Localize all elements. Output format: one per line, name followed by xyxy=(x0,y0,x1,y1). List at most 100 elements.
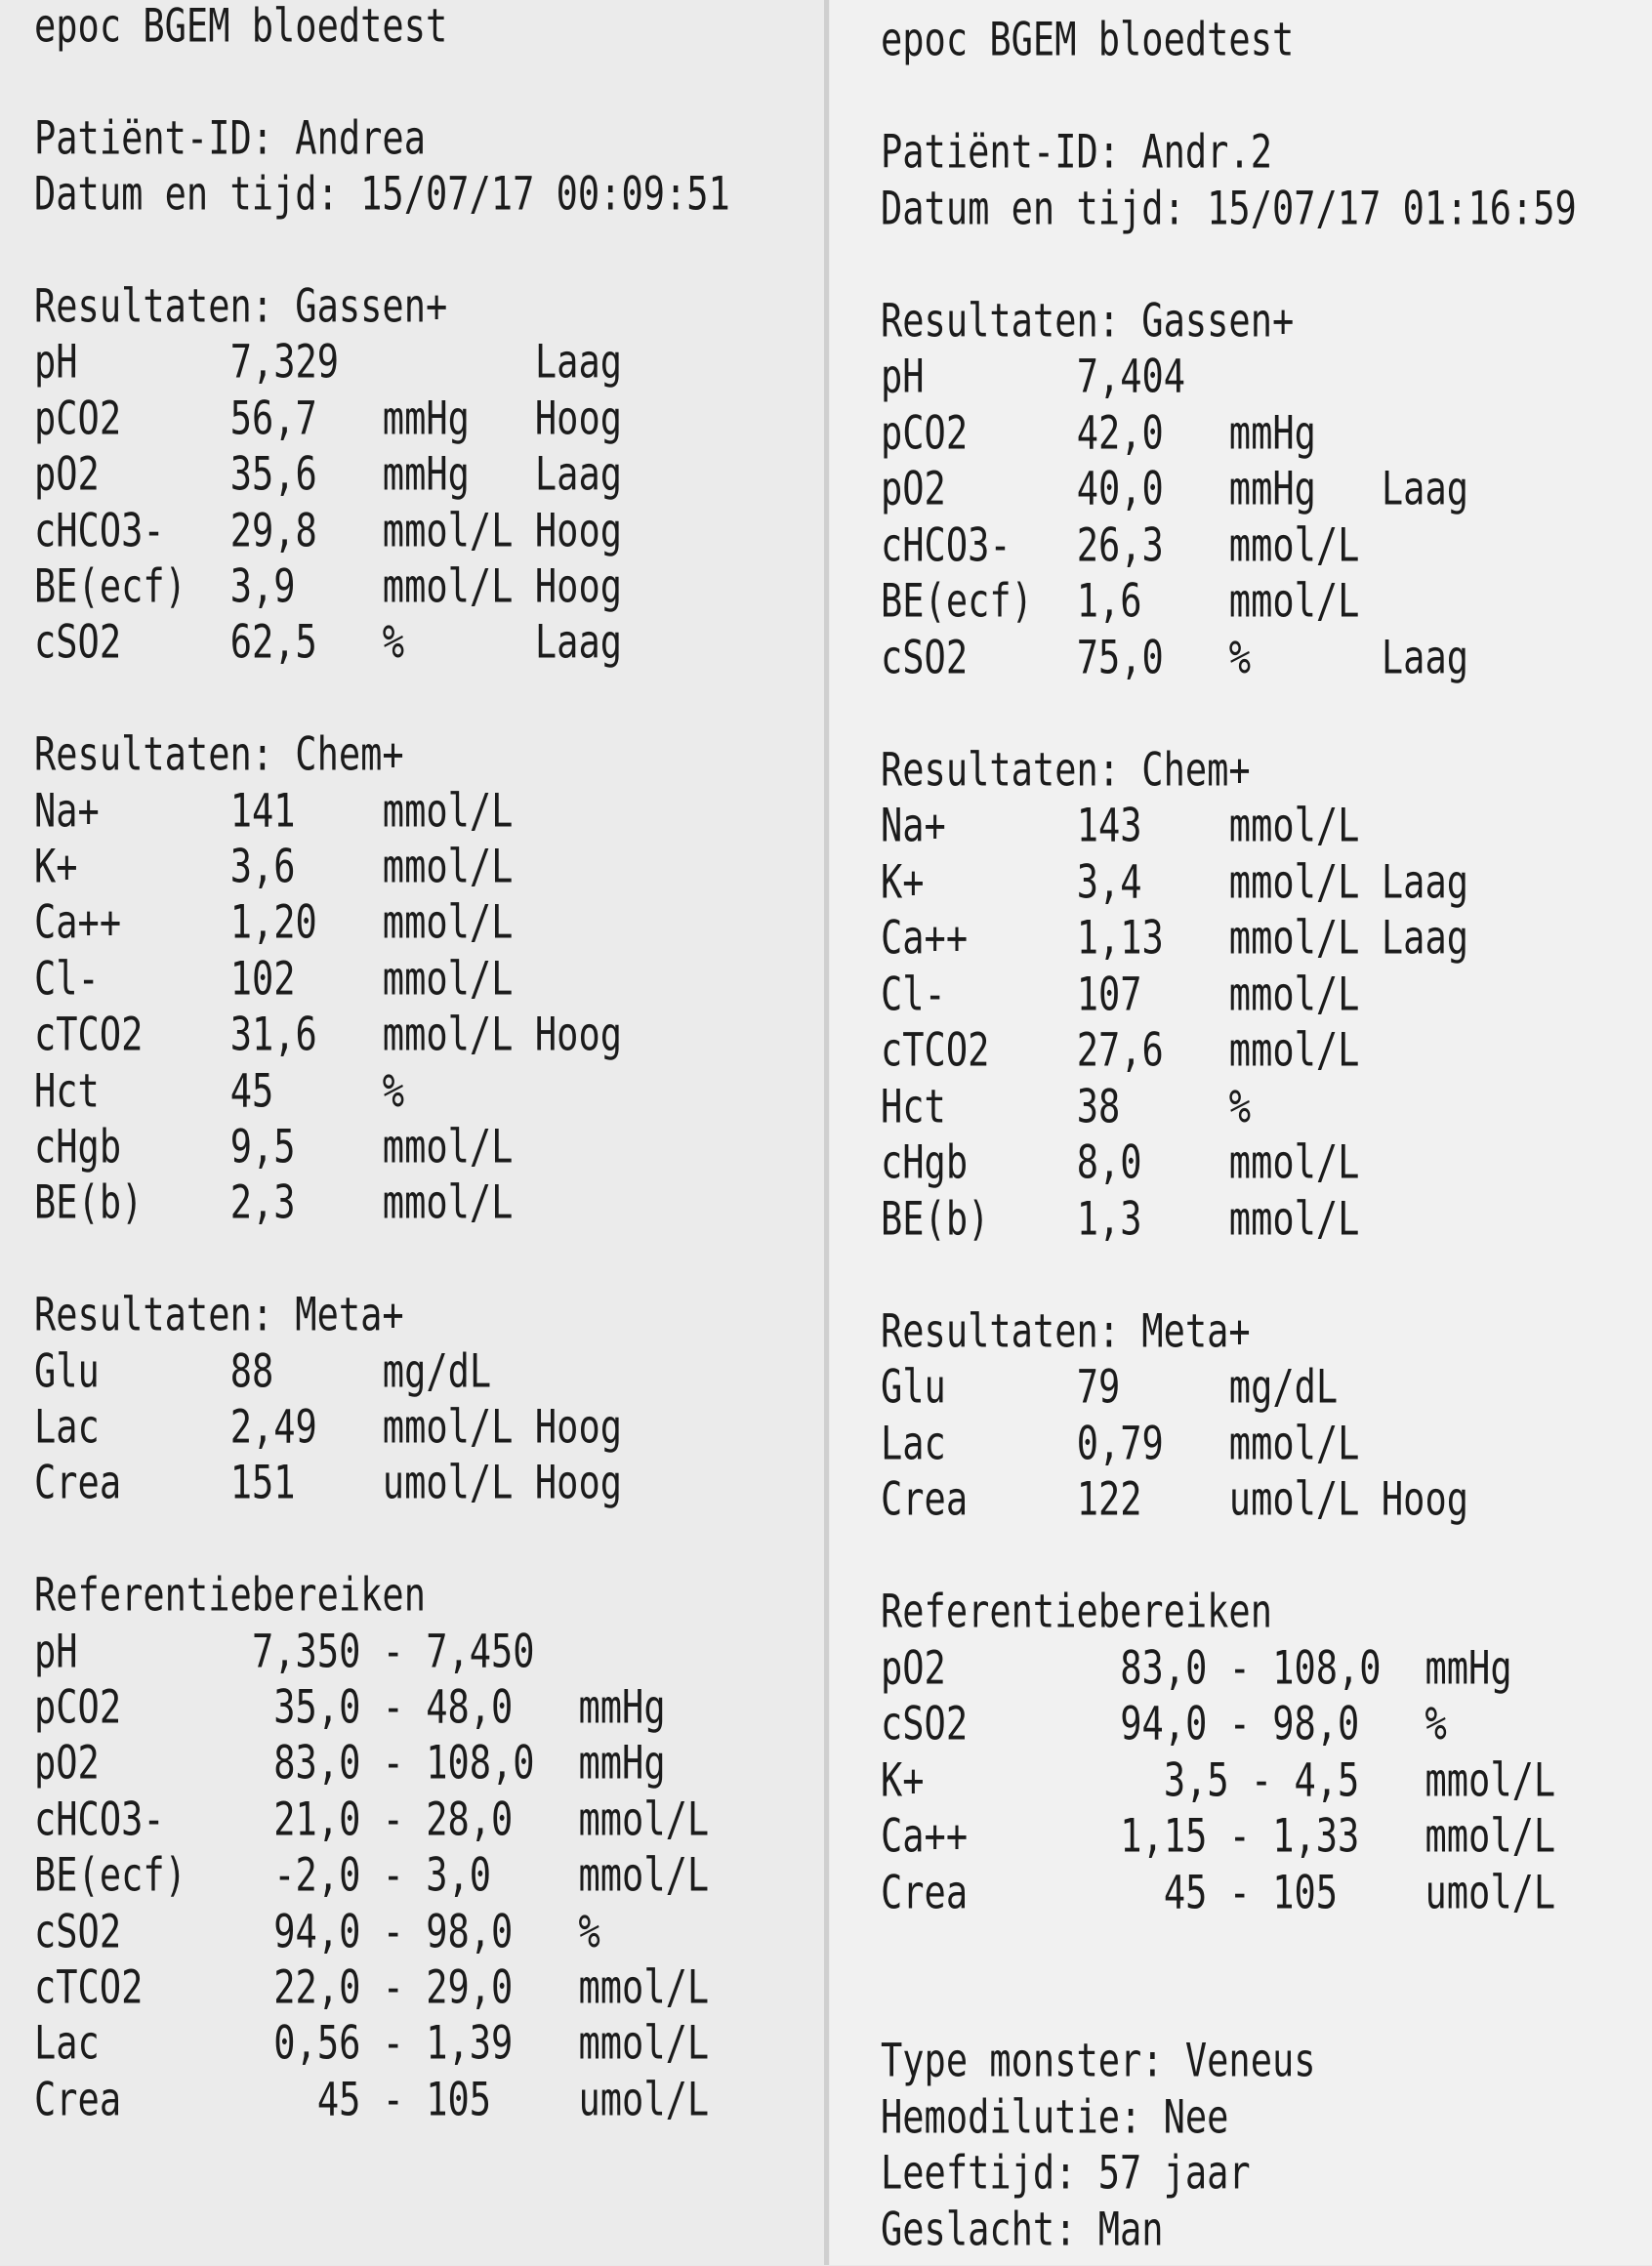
result-name: cHCO3- xyxy=(881,517,1012,572)
result-unit: mmol/L xyxy=(382,839,514,893)
result-unit: mmol/L xyxy=(1228,517,1360,572)
result-name: Na+ xyxy=(881,798,946,852)
result-row: BE(ecf) 3,9 mmol/L Hoog xyxy=(34,551,815,623)
result-row: pO2 40,0 mmHg Laag xyxy=(881,453,1652,525)
result-value: 3,6 xyxy=(229,839,296,893)
sample-info: Hemodilutie: Nee xyxy=(881,2089,1229,2144)
result-row: Ca++ 1,13 mmol/L Laag xyxy=(881,902,1652,974)
result-flag: Hoog xyxy=(534,1399,622,1454)
result-name: pH xyxy=(881,349,925,403)
reference-name: pH xyxy=(34,1624,78,1678)
result-flag: Hoog xyxy=(534,1456,622,1510)
result-flag: Hoog xyxy=(534,1008,622,1062)
result-name: Glu xyxy=(34,1343,100,1398)
result-name: pCO2 xyxy=(881,405,969,460)
result-flag: Hoog xyxy=(534,391,622,445)
result-unit: mmol/L xyxy=(382,1175,514,1230)
reference-unit: mmol/L xyxy=(578,1959,710,2014)
datetime: Datum en tijd: 15/07/17 01:16:59 xyxy=(881,181,1577,235)
result-name: pO2 xyxy=(34,447,100,502)
result-unit: mmol/L xyxy=(1228,1191,1360,1246)
result-unit: % xyxy=(382,1063,405,1118)
result-value: 27,6 xyxy=(1076,1022,1164,1077)
title-line: epoc BGEM bloedtest xyxy=(881,4,1652,76)
result-row: cHgb 8,0 mmol/L xyxy=(881,1127,1652,1199)
result-unit: mmol/L xyxy=(382,783,514,838)
result-value: 26,3 xyxy=(1076,517,1164,572)
reference-unit: mmHg xyxy=(578,1679,666,1734)
patient-id: Patiënt-ID: Andrea xyxy=(34,110,426,165)
result-row: BE(ecf) 1,6 mmol/L xyxy=(881,565,1652,638)
result-value: 56,7 xyxy=(229,391,317,445)
section-heading-line: Resultaten: Meta+ xyxy=(881,1295,1652,1367)
patient-line: Patiënt-ID: Andrea xyxy=(34,103,815,175)
result-row: pH 7,404 xyxy=(881,341,1652,413)
result-flag: Laag xyxy=(534,615,622,670)
result-value: 107 xyxy=(1076,967,1142,1021)
result-unit: mg/dL xyxy=(382,1343,492,1398)
result-row: cHCO3- 26,3 mmol/L xyxy=(881,509,1652,581)
result-value: 40,0 xyxy=(1076,461,1164,515)
result-unit: mmol/L xyxy=(1228,1022,1360,1077)
section-heading-line: Resultaten: Gassen+ xyxy=(881,284,1652,356)
receipt-title: epoc BGEM bloedtest xyxy=(881,12,1295,66)
patient-line: Patiënt-ID: Andr.2 xyxy=(881,116,1652,188)
result-value: 1,13 xyxy=(1076,910,1164,965)
reference-range: 94,0 - 98,0 xyxy=(252,1904,514,1958)
result-unit: mmol/L xyxy=(1228,1416,1360,1470)
result-row: Glu 88 mg/dL xyxy=(34,1335,815,1407)
reference-unit: % xyxy=(1425,1696,1447,1751)
result-unit: mmHg xyxy=(382,391,470,445)
reference-range: 94,0 - 98,0 xyxy=(1098,1696,1360,1751)
reference-unit: mmol/L xyxy=(578,1792,710,1846)
result-value: 1,3 xyxy=(1076,1191,1142,1246)
result-unit: mmHg xyxy=(382,447,470,502)
result-row: BE(b) 1,3 mmol/L xyxy=(881,1182,1652,1255)
reference-unit: mmol/L xyxy=(578,1848,710,1903)
result-flag: Hoog xyxy=(534,503,622,557)
result-name: Hct xyxy=(34,1063,100,1118)
reference-row: K+ 3,5 - 4,5 mmol/L xyxy=(881,1744,1652,1816)
reference-unit: mmol/L xyxy=(1425,1752,1556,1807)
result-row: Crea 151 umol/L Hoog xyxy=(34,1447,815,1519)
result-flag: Laag xyxy=(1381,630,1468,684)
reference-row: Crea 45 - 105 umol/L xyxy=(881,1856,1652,1928)
result-value: 35,6 xyxy=(229,447,317,502)
result-unit: mmol/L xyxy=(1228,573,1360,628)
result-row: cHgb 9,5 mmol/L xyxy=(34,1111,815,1183)
result-row: Lac 2,49 mmol/L Hoog xyxy=(34,1391,815,1463)
result-unit: % xyxy=(1228,1079,1252,1133)
result-unit: mmol/L xyxy=(382,1119,514,1174)
sample-info: Geslacht: Man xyxy=(881,2202,1164,2256)
reference-name: cHCO3- xyxy=(34,1792,165,1846)
result-name: Hct xyxy=(881,1079,946,1133)
result-value: 102 xyxy=(229,951,296,1006)
reference-heading: Referentiebereiken xyxy=(34,1568,426,1623)
section-heading-line: Resultaten: Chem+ xyxy=(34,719,815,791)
result-name: Cl- xyxy=(34,951,100,1006)
result-name: cTCO2 xyxy=(881,1022,990,1077)
result-value: 38 xyxy=(1076,1079,1121,1133)
reference-row: pCO2 35,0 - 48,0 mmHg xyxy=(34,1671,815,1744)
result-value: 7,404 xyxy=(1076,349,1186,403)
reference-row: pO2 83,0 - 108,0 mmHg xyxy=(34,1727,815,1799)
reference-heading-line: Referentiebereiken xyxy=(881,1576,1652,1648)
reference-row: cSO2 94,0 - 98,0% xyxy=(881,1688,1652,1760)
result-row: cSO2 62,5% Laag xyxy=(34,606,815,679)
reference-name: Ca++ xyxy=(881,1808,969,1863)
result-value: 2,49 xyxy=(229,1399,317,1454)
section-heading: Resultaten: Gassen+ xyxy=(881,293,1295,348)
reference-unit: mmol/L xyxy=(1425,1808,1556,1863)
sample-info: Leeftijd: 57 jaar xyxy=(881,2145,1251,2200)
result-row: Na+ 141 mmol/L xyxy=(34,774,815,846)
reference-range: -2,0 - 3,0 xyxy=(252,1848,492,1903)
result-value: 122 xyxy=(1076,1471,1142,1526)
section-heading-line: Resultaten: Chem+ xyxy=(881,733,1652,805)
reference-unit: mmHg xyxy=(1425,1640,1512,1695)
reference-name: Crea xyxy=(881,1865,969,1919)
section-heading: Resultaten: Meta+ xyxy=(881,1303,1251,1358)
result-unit: mmHg xyxy=(1228,405,1316,460)
reference-row: BE(ecf) -2,0 - 3,0 mmol/L xyxy=(34,1839,815,1912)
result-unit: mmol/L xyxy=(1228,798,1360,852)
sample-info-line: Leeftijd: 57 jaar xyxy=(881,2137,1652,2209)
